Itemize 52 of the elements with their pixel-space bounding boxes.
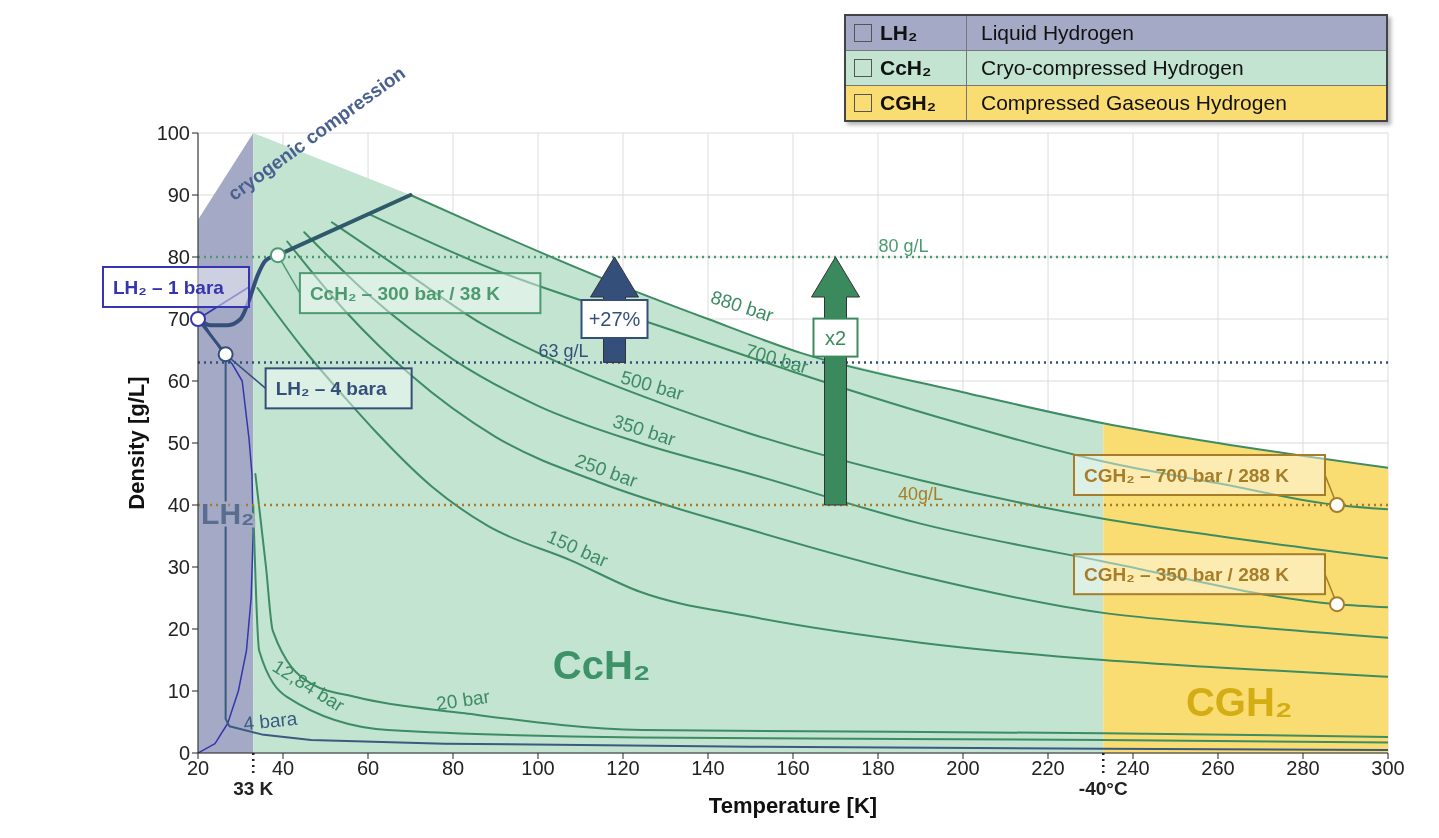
x-tick-label: 100 [521,757,555,780]
legend-label: CGH₂ [846,86,967,120]
y-tick-label: 50 [167,432,190,455]
text: Liquid Hydrogen [980,21,1134,45]
x-tick-label: 200 [946,757,980,780]
text: 250 bar [572,449,641,492]
annotation: x2 [824,326,847,349]
ref-line-label: 33 K [233,778,274,799]
y-axis-title: Density [g/L] [123,376,149,510]
text: Cryo-compressed Hydrogen [980,56,1244,80]
x-tick-label: 260 [1201,757,1235,780]
x-tick-label: 120 [606,757,640,780]
annotation: CcH₂ – 300 bar / 38 K [309,283,501,305]
annotation: +27% [588,308,641,330]
x-tick-label: 220 [1031,757,1065,780]
y-tick-label: 10 [167,680,190,703]
y-tick-label: 40 [167,494,190,517]
text: 20 bar [434,685,492,715]
x-tick-label: 60 [356,757,380,780]
y-tick-label: 90 [167,184,190,207]
x-tick-label: 180 [861,757,895,780]
legend-label: LH₂ [846,16,967,50]
text: CGH₂ [1185,679,1293,724]
y-tick-label: 100 [156,122,190,145]
x-tick-label: 240 [1116,757,1150,780]
y-tick-label: 70 [167,308,190,331]
y-tick-label: 80 [167,246,190,269]
annotation: LH₂ – 1 bara [113,277,225,298]
y-tick-label: 30 [167,556,190,579]
text: 700 bar [742,339,812,378]
x-tick-label: 40 [271,757,295,780]
ref-line-label: 80 g/L [878,236,929,256]
text: 4 bara [242,707,299,735]
y-tick-label: 20 [167,618,190,641]
ref-line-label: 40g/L [897,484,944,504]
y-tick-label: 60 [167,370,190,393]
x-tick-label: 160 [776,757,810,780]
text: Compressed Gaseous Hydrogen [980,91,1287,115]
ref-line-label: 63 g/L [538,341,589,362]
text: CcH₂ [880,56,932,79]
text: 150 bar [543,525,612,572]
x-tick-label: 300 [1371,757,1405,780]
ref-line-label: -40°C [1078,778,1128,799]
x-tick-label: 140 [691,757,725,780]
x-axis-title: Temperature [K] [708,793,878,818]
text: 880 bar [708,286,777,327]
series-label: CcH₂ [552,642,651,687]
annotation: LH₂ – 4 bara [275,378,387,400]
x-tick-label: 80 [441,757,465,780]
x-tick-label: 280 [1286,757,1320,780]
text: 350 bar [610,410,679,451]
text: 500 bar [618,366,687,405]
